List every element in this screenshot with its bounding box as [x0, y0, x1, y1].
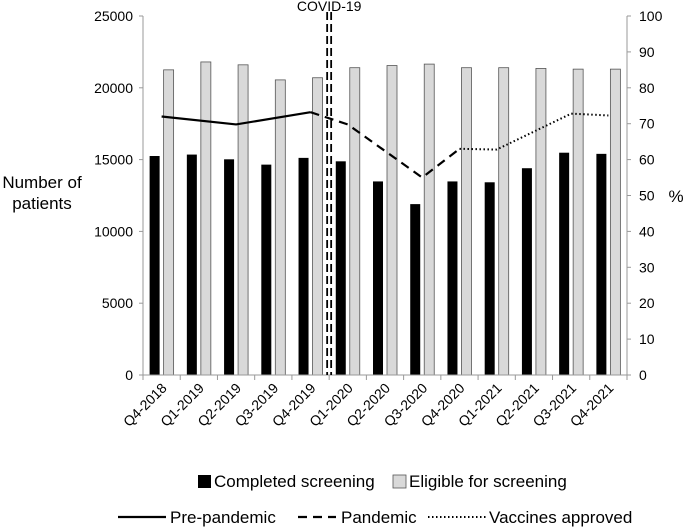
line-vaccines-approved	[459, 112, 609, 151]
y-tick-label-left: 5000	[102, 295, 133, 311]
y-tick-label-right: 30	[639, 259, 655, 275]
y-tick-label-right: 20	[639, 295, 655, 311]
labels-layer: 0 5000 10000 15000 20000 25000 0 10 20 30 40 50 60 70…	[2, 0, 683, 430]
bar-completed-screening-q4-2019	[298, 157, 309, 375]
y-tick-label-left: 15000	[94, 152, 133, 168]
y-tick-label-left: 10000	[94, 223, 133, 239]
legend-label-vaccines-approved: Vaccines approved	[489, 508, 632, 527]
y-tick-label-left: 0	[125, 367, 133, 383]
bar-completed-screening-q3-2020	[410, 204, 421, 375]
y-tick-label-left: 25000	[94, 8, 133, 24]
axes-layer	[139, 12, 631, 380]
bars-layer	[149, 61, 621, 376]
legend-swatch-completed-screening	[198, 475, 211, 488]
legend-swatch-eligible-for-screening	[392, 474, 407, 489]
y-tick-label-right: 60	[639, 152, 655, 168]
bar-eligible-for-screening-q3-2020	[423, 63, 435, 376]
bar-eligible-for-screening-q1-2021	[498, 67, 510, 376]
bar-completed-screening-q4-2018	[149, 156, 160, 375]
y-tick-label-left: 20000	[94, 80, 133, 96]
y-tick-label-right: 100	[639, 8, 663, 24]
bar-completed-screening-q2-2020	[373, 181, 383, 375]
bar-completed-screening-q1-2019	[186, 154, 197, 375]
y-tick-label-right: 0	[639, 367, 647, 383]
bar-eligible-for-screening-q2-2020	[386, 65, 398, 376]
bar-eligible-for-screening-q4-2019	[312, 77, 323, 376]
bar-completed-screening-q4-2021	[596, 153, 607, 375]
bar-eligible-for-screening-q4-2021	[609, 68, 621, 376]
bar-eligible-for-screening-q4-2020	[461, 67, 472, 376]
legend-label-pandemic: Pandemic	[341, 508, 417, 527]
line-pre-pandemic	[161, 111, 311, 126]
y-axis-title-left: Number of patients	[2, 173, 82, 213]
legend: Completed screening Eligible for screenin…	[118, 472, 632, 527]
bar-completed-screening-q1-2021	[484, 182, 495, 375]
y-axis-title-right: %	[668, 187, 683, 206]
bar-completed-screening-q2-2019	[224, 159, 235, 375]
bar-completed-screening-q2-2021	[521, 168, 532, 375]
legend-label-eligible-for-screening: Eligible for screening	[409, 472, 567, 491]
bar-eligible-for-screening-q1-2019	[200, 61, 212, 376]
y-tick-label-right: 90	[639, 44, 655, 60]
bar-eligible-for-screening-q1-2020	[349, 67, 361, 376]
bar-eligible-for-screening-q2-2021	[535, 68, 547, 376]
y-tick-label-right: 40	[639, 223, 655, 239]
y-tick-label-right: 80	[639, 80, 655, 96]
bar-eligible-for-screening-q3-2021	[572, 68, 584, 376]
bar-eligible-for-screening-q4-2018	[163, 69, 175, 376]
bar-completed-screening-q1-2020	[335, 161, 346, 375]
y-tick-label-right: 50	[639, 188, 655, 204]
line-pandemic	[310, 111, 461, 179]
covid-annotation-label: COVID-19	[297, 0, 362, 14]
bar-completed-screening-q3-2021	[559, 152, 570, 375]
bar-completed-screening-q3-2019	[261, 164, 272, 375]
bar-eligible-for-screening-q2-2019	[237, 64, 249, 376]
legend-label-pre-pandemic: Pre-pandemic	[170, 508, 276, 527]
legend-label-completed-screening: Completed screening	[214, 472, 375, 491]
y-tick-label-right: 10	[639, 331, 655, 347]
bar-eligible-for-screening-q3-2019	[274, 79, 286, 376]
y-tick-label-right: 70	[639, 116, 655, 132]
bar-completed-screening-q4-2020	[447, 181, 458, 375]
trend-lines-layer	[161, 111, 609, 179]
